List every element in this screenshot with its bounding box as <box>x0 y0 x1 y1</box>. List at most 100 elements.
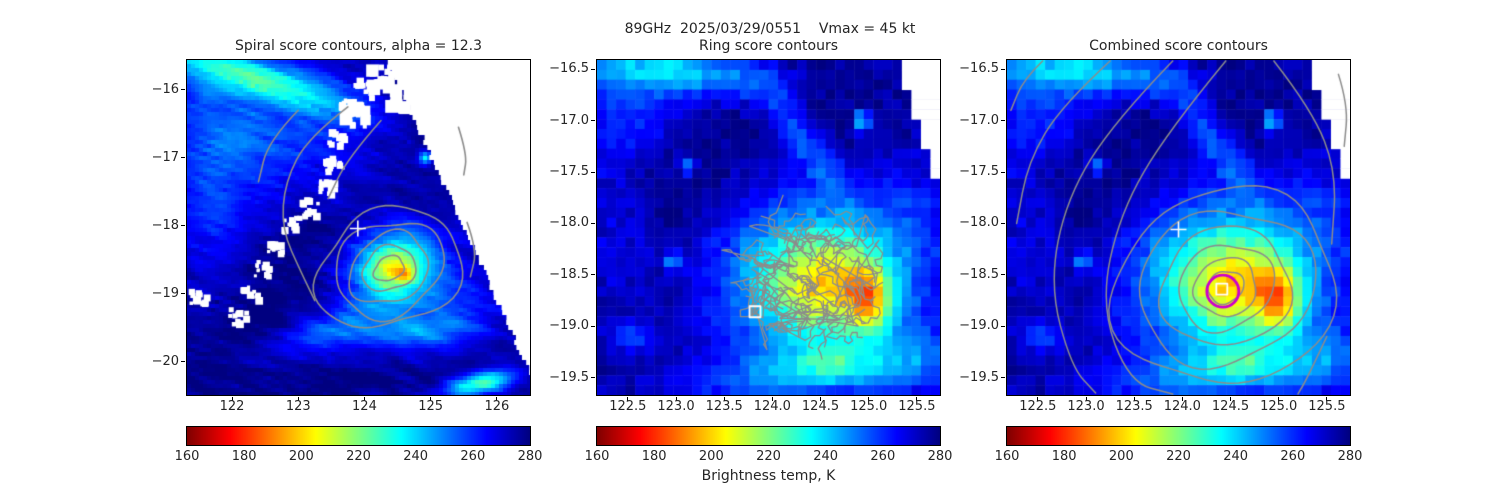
colorbar-combined <box>1006 426 1351 446</box>
axis-tick <box>181 225 185 227</box>
tick-label: 220 <box>346 449 371 464</box>
tick-label: −17.0 <box>549 112 589 128</box>
tick-label: 123.5 <box>1115 399 1153 414</box>
axis-tick <box>591 274 595 276</box>
tick-label: 122.5 <box>1019 399 1057 414</box>
tick-label: 160 <box>584 449 610 464</box>
tick-label: 280 <box>1337 449 1363 464</box>
tick-label: 180 <box>231 449 257 464</box>
axis-tick <box>591 120 595 122</box>
tick-label: 200 <box>288 449 314 464</box>
axis-tick <box>1230 397 1232 401</box>
axis-tick <box>363 397 365 401</box>
axis-tick <box>181 293 185 295</box>
tick-label: 125.5 <box>1308 399 1346 414</box>
tick-label: 180 <box>641 449 667 464</box>
axis-tick <box>1181 397 1183 401</box>
axis-tick <box>1133 397 1135 401</box>
tick-label: 260 <box>870 449 896 464</box>
tick-label: −19.0 <box>549 318 589 334</box>
spiral-score-plot <box>181 59 531 401</box>
tick-label: −17.5 <box>549 164 589 179</box>
colorbar-ring <box>596 426 941 446</box>
axis-tick <box>820 397 822 401</box>
axis-tick <box>181 89 185 91</box>
tick-label: −17.5 <box>959 164 999 179</box>
tick-label: 124.0 <box>1163 399 1201 414</box>
heatmap-canvas-spiral <box>187 60 530 395</box>
axis-tick <box>591 171 595 173</box>
tick-label: −16 <box>151 81 179 97</box>
tick-label: −18 <box>151 217 179 233</box>
figure-suptitle: 89GHz 2025/03/29/0551 Vmax = 45 kt <box>624 21 916 37</box>
axis-tick <box>297 397 299 401</box>
tick-label: 122 <box>219 399 245 414</box>
tick-label: 125 <box>418 399 444 414</box>
tick-label: 125.0 <box>850 399 888 414</box>
heatmap-canvas-ring <box>597 60 940 395</box>
colorbar-axis-label: Brightness temp, K <box>701 468 836 484</box>
tick-label: −16.5 <box>959 61 999 77</box>
ring-score-plot <box>591 59 941 401</box>
combined-score-plot <box>1001 59 1351 401</box>
tick-label: 240 <box>813 449 839 464</box>
tick-label: −19.0 <box>959 318 999 334</box>
tick-label: 123.0 <box>657 399 695 414</box>
axis-tick <box>1278 397 1280 401</box>
axis-tick <box>181 361 185 363</box>
axis-tick <box>1001 377 1005 379</box>
colorbar-gradient-spiral <box>187 427 530 445</box>
tick-label: −19.5 <box>959 369 999 385</box>
tick-label: −18.0 <box>549 215 589 231</box>
tick-label: −19 <box>151 285 179 301</box>
tick-label: 124.5 <box>1211 399 1250 414</box>
axis-tick <box>591 68 595 70</box>
tick-label: 260 <box>460 449 486 464</box>
tick-label: 160 <box>994 449 1020 464</box>
axis-tick <box>1001 274 1005 276</box>
axis-tick <box>1001 325 1005 327</box>
axis-tick <box>181 157 185 159</box>
tick-label: −17.0 <box>959 112 999 128</box>
tick-label: −19.5 <box>549 369 589 385</box>
axis-tick <box>430 397 432 401</box>
axis-tick <box>1001 68 1005 70</box>
tick-label: −18.5 <box>549 266 589 282</box>
axis-tick <box>627 397 629 401</box>
axis-tick <box>868 397 870 401</box>
panel-title-ring: Ring score contours <box>698 38 838 54</box>
axis-tick <box>231 397 233 401</box>
axis-tick <box>591 222 595 224</box>
tick-label: 260 <box>1280 449 1306 464</box>
axis-tick <box>771 397 773 401</box>
colorbar-gradient-combined <box>1007 427 1350 445</box>
axis-tick <box>675 397 677 401</box>
heatmap-canvas-combined <box>1007 60 1350 395</box>
tick-label: 122.5 <box>609 399 647 414</box>
axis-tick <box>496 397 498 401</box>
panel-title-spiral: Spiral score contours, alpha = 12.3 <box>234 38 483 54</box>
tick-label: 123.5 <box>705 399 743 414</box>
axis-tick <box>1001 120 1005 122</box>
tick-label: 124 <box>352 399 377 414</box>
tick-label: 240 <box>403 449 429 464</box>
tick-label: −16.5 <box>549 61 589 77</box>
tick-label: 220 <box>1166 449 1191 464</box>
colorbar-spiral <box>186 426 531 446</box>
colorbar-gradient-ring <box>597 427 940 445</box>
tick-label: 160 <box>174 449 200 464</box>
tick-label: 125.5 <box>898 399 936 414</box>
axis-tick <box>1037 397 1039 401</box>
tick-label: −18.5 <box>959 266 999 282</box>
tick-label: 124.5 <box>801 399 840 414</box>
tick-label: 180 <box>1051 449 1077 464</box>
axis-tick <box>1085 397 1087 401</box>
tick-label: −18.0 <box>959 215 999 231</box>
axis-tick <box>591 377 595 379</box>
tick-label: 124.0 <box>753 399 791 414</box>
tick-label: 220 <box>756 449 781 464</box>
axis-tick <box>723 397 725 401</box>
tick-label: 125.0 <box>1260 399 1298 414</box>
axis-tick <box>591 325 595 327</box>
